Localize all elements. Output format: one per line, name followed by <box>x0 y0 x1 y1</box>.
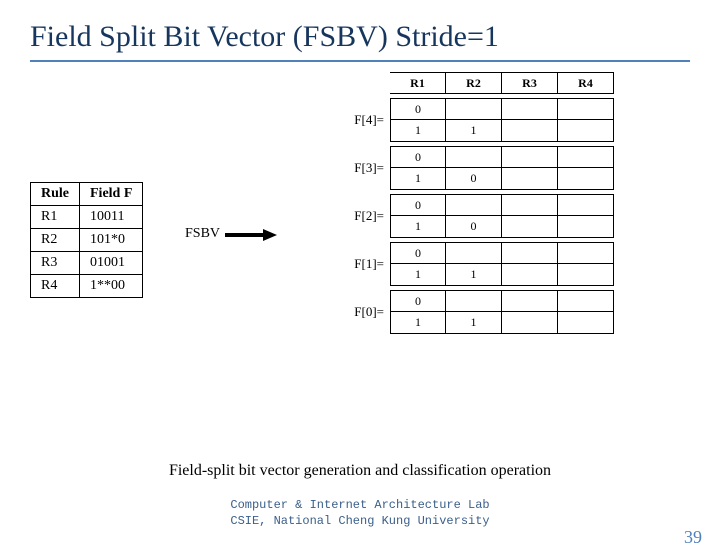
grid-cell <box>502 146 558 168</box>
grid-block: F[1]=011 <box>340 242 614 286</box>
grid-cell: 0 <box>390 242 446 264</box>
grid-cell: 0 <box>390 98 446 120</box>
grid-row: 10 <box>390 168 614 190</box>
hcell-r1: R1 <box>390 72 446 94</box>
grid-cell <box>558 98 614 120</box>
grid-cell <box>502 216 558 238</box>
cell: R3 <box>31 252 80 275</box>
col-fieldf: Field F <box>80 183 143 206</box>
fsbv-label: FSBV <box>185 226 220 242</box>
grid-block: F[3]=010 <box>340 146 614 190</box>
grid-cell <box>558 194 614 216</box>
grid-block: F[4]=011 <box>340 98 614 142</box>
grid-cell <box>446 194 502 216</box>
spacer <box>340 72 390 94</box>
grid-row: 10 <box>390 216 614 238</box>
grid-row: 11 <box>390 312 614 334</box>
grid-cell <box>446 242 502 264</box>
footer-line2: CSIE, National Cheng Kung University <box>0 514 720 530</box>
table-row: R110011 <box>31 206 143 229</box>
grid-block: F[0]=011 <box>340 290 614 334</box>
table-header-row: Rule Field F <box>31 183 143 206</box>
cell: 01001 <box>80 252 143 275</box>
grid-block: F[2]=010 <box>340 194 614 238</box>
slide-title: Field Split Bit Vector (FSBV) Stride=1 <box>30 20 690 62</box>
block-label: F[1]= <box>340 242 390 286</box>
col-rule: Rule <box>31 183 80 206</box>
grid-cell <box>558 146 614 168</box>
table-row: R301001 <box>31 252 143 275</box>
grid-cell: 1 <box>390 120 446 142</box>
cell: R4 <box>31 275 80 298</box>
grid-cell: 1 <box>390 216 446 238</box>
footer-line1: Computer & Internet Architecture Lab <box>0 498 720 514</box>
grid-cell: 0 <box>446 216 502 238</box>
grid-cell <box>446 146 502 168</box>
grid-cell <box>502 194 558 216</box>
grid-cell <box>502 312 558 334</box>
grid-cell <box>502 242 558 264</box>
grid-cell <box>446 98 502 120</box>
grid-cell <box>558 264 614 286</box>
cell: 101*0 <box>80 229 143 252</box>
grid-cell <box>502 120 558 142</box>
hcell-r2: R2 <box>446 72 502 94</box>
grid-cell <box>502 290 558 312</box>
table-row: R41**00 <box>31 275 143 298</box>
cell: R1 <box>31 206 80 229</box>
grid-row: 11 <box>390 264 614 286</box>
grid-row: 0 <box>390 146 614 168</box>
grid-cell <box>446 290 502 312</box>
grid-cell <box>558 312 614 334</box>
grid-cell <box>558 290 614 312</box>
hcell-r4: R4 <box>558 72 614 94</box>
cell: 10011 <box>80 206 143 229</box>
bitvector-grid: R1 R2 R3 R4 F[4]=011F[3]=010F[2]=010F[1]… <box>340 72 614 334</box>
grid-cell <box>558 120 614 142</box>
grid-cell: 0 <box>446 168 502 190</box>
grid-cell: 1 <box>446 312 502 334</box>
grid-row: 0 <box>390 242 614 264</box>
grid-cell <box>502 168 558 190</box>
grid-row: 0 <box>390 194 614 216</box>
grid-cell: 1 <box>390 168 446 190</box>
arrow-icon <box>225 231 280 239</box>
block-label: F[4]= <box>340 98 390 142</box>
grid-cell <box>502 264 558 286</box>
block-label: F[3]= <box>340 146 390 190</box>
grid-cell <box>558 242 614 264</box>
cell: 1**00 <box>80 275 143 298</box>
cell: R2 <box>31 229 80 252</box>
grid-row: 11 <box>390 120 614 142</box>
grid-row: 0 <box>390 290 614 312</box>
grid-header: R1 R2 R3 R4 <box>340 72 614 94</box>
grid-cell: 0 <box>390 194 446 216</box>
grid-cell <box>558 168 614 190</box>
block-label: F[2]= <box>340 194 390 238</box>
block-label: F[0]= <box>340 290 390 334</box>
hcell-r3: R3 <box>502 72 558 94</box>
table-row: R2101*0 <box>31 229 143 252</box>
grid-cell: 1 <box>390 264 446 286</box>
grid-cell: 1 <box>390 312 446 334</box>
grid-cell <box>558 216 614 238</box>
grid-cell: 0 <box>390 290 446 312</box>
grid-cell: 0 <box>390 146 446 168</box>
grid-cell: 1 <box>446 264 502 286</box>
grid-cell <box>502 98 558 120</box>
caption: Field-split bit vector generation and cl… <box>0 462 720 480</box>
grid-row: 0 <box>390 98 614 120</box>
page-number: 39 <box>684 527 702 548</box>
rule-table: Rule Field F R110011 R2101*0 R301001 R41… <box>30 182 143 298</box>
grid-cell: 1 <box>446 120 502 142</box>
content-area: Rule Field F R110011 R2101*0 R301001 R41… <box>0 72 720 452</box>
footer: Computer & Internet Architecture Lab CSI… <box>0 498 720 529</box>
